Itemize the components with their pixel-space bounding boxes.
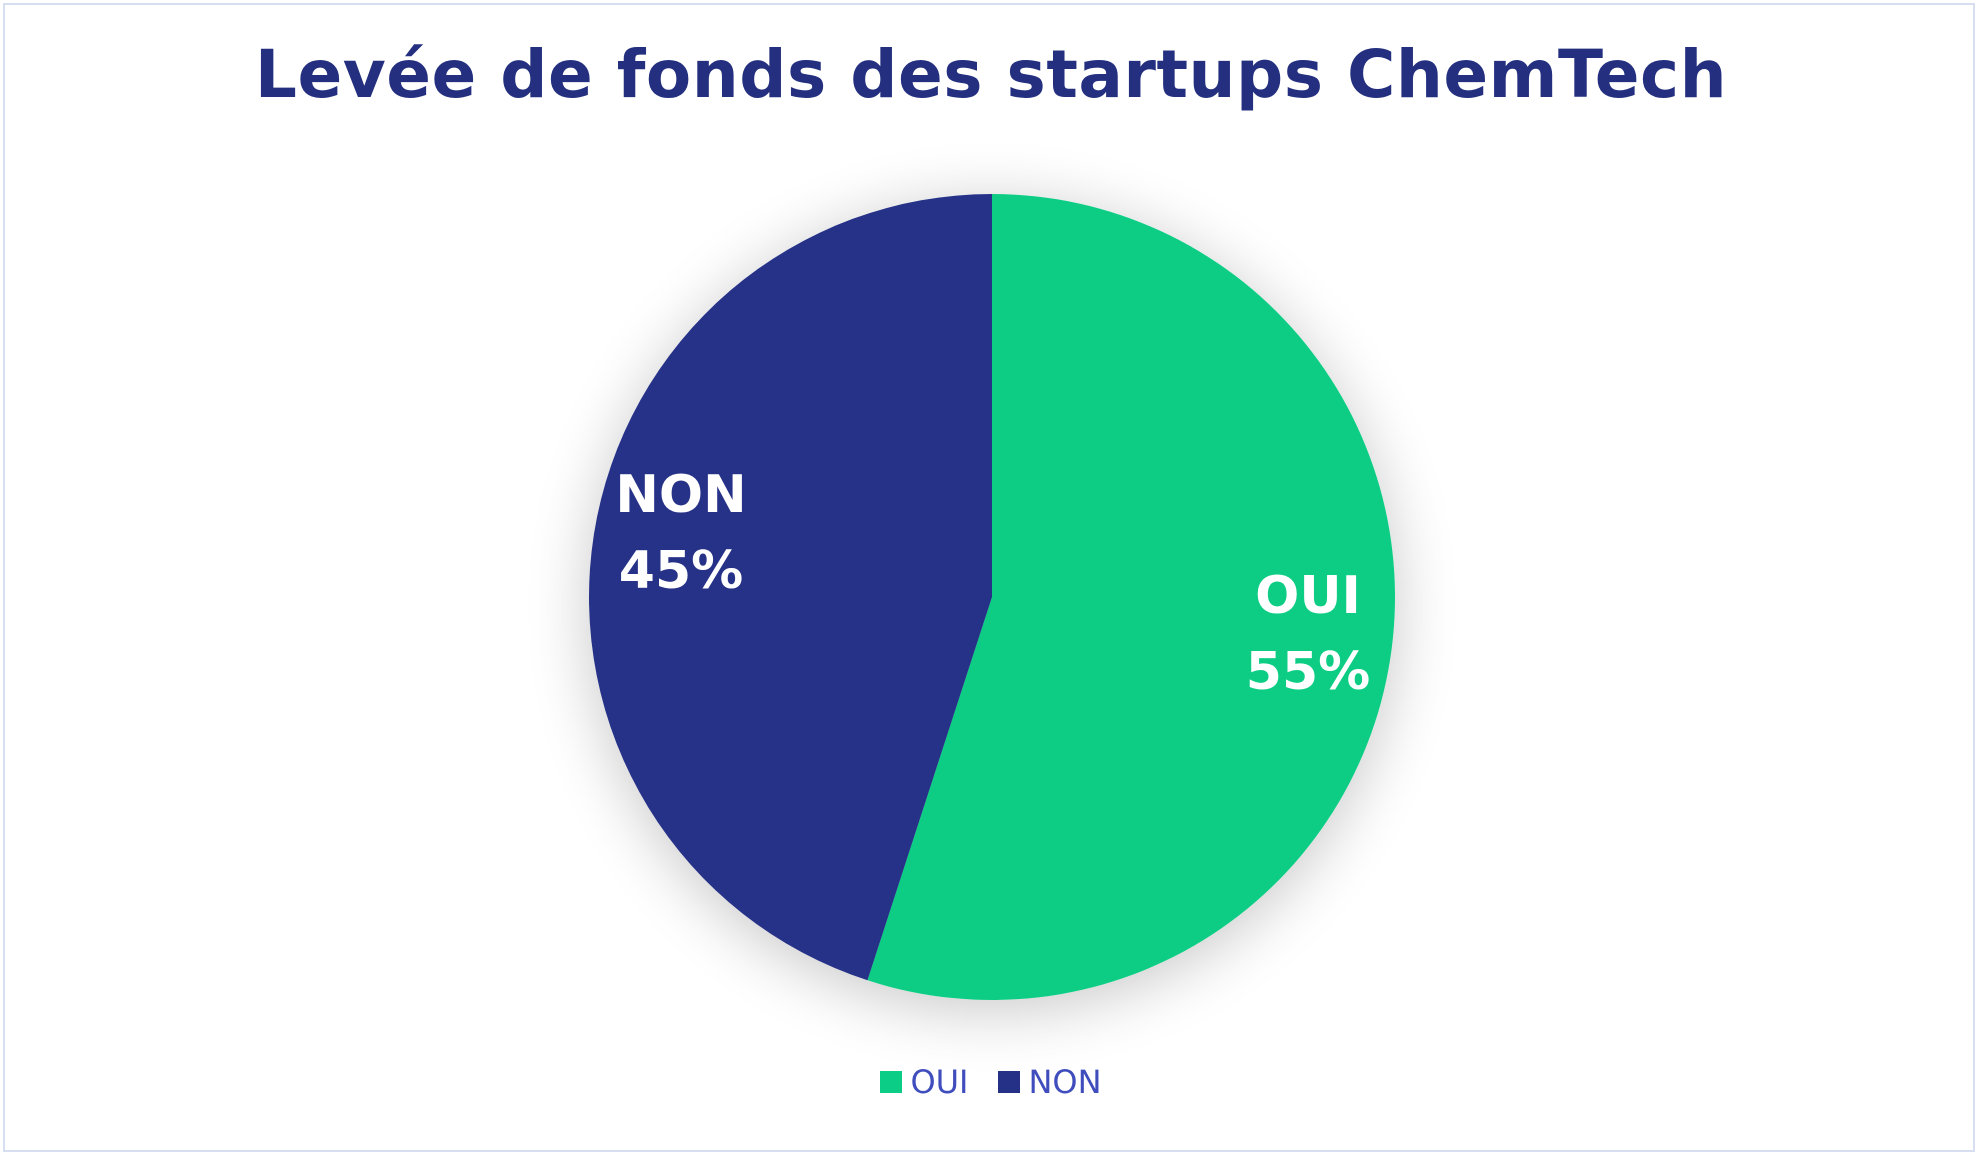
slice-label-value-non: 45% (619, 541, 743, 601)
legend-label-oui: OUI (910, 1063, 969, 1101)
slice-label-category-non: NON (615, 465, 746, 525)
pie-slice-non (589, 194, 992, 981)
legend: OUI NON (0, 1066, 1982, 1098)
legend-item-non: NON (998, 1063, 1102, 1101)
legend-swatch-oui (880, 1071, 903, 1093)
pie-slice-oui (867, 194, 1395, 1000)
legend-item-oui: OUI (880, 1066, 968, 1098)
slice-label-category-oui: OUI (1255, 566, 1361, 626)
legend-swatch-non (998, 1071, 1021, 1093)
legend-label-non: NON (1028, 1063, 1102, 1101)
chart-title: Levée de fonds des startups ChemTech (254, 36, 1728, 113)
slice-label-value-oui: 55% (1246, 642, 1370, 702)
